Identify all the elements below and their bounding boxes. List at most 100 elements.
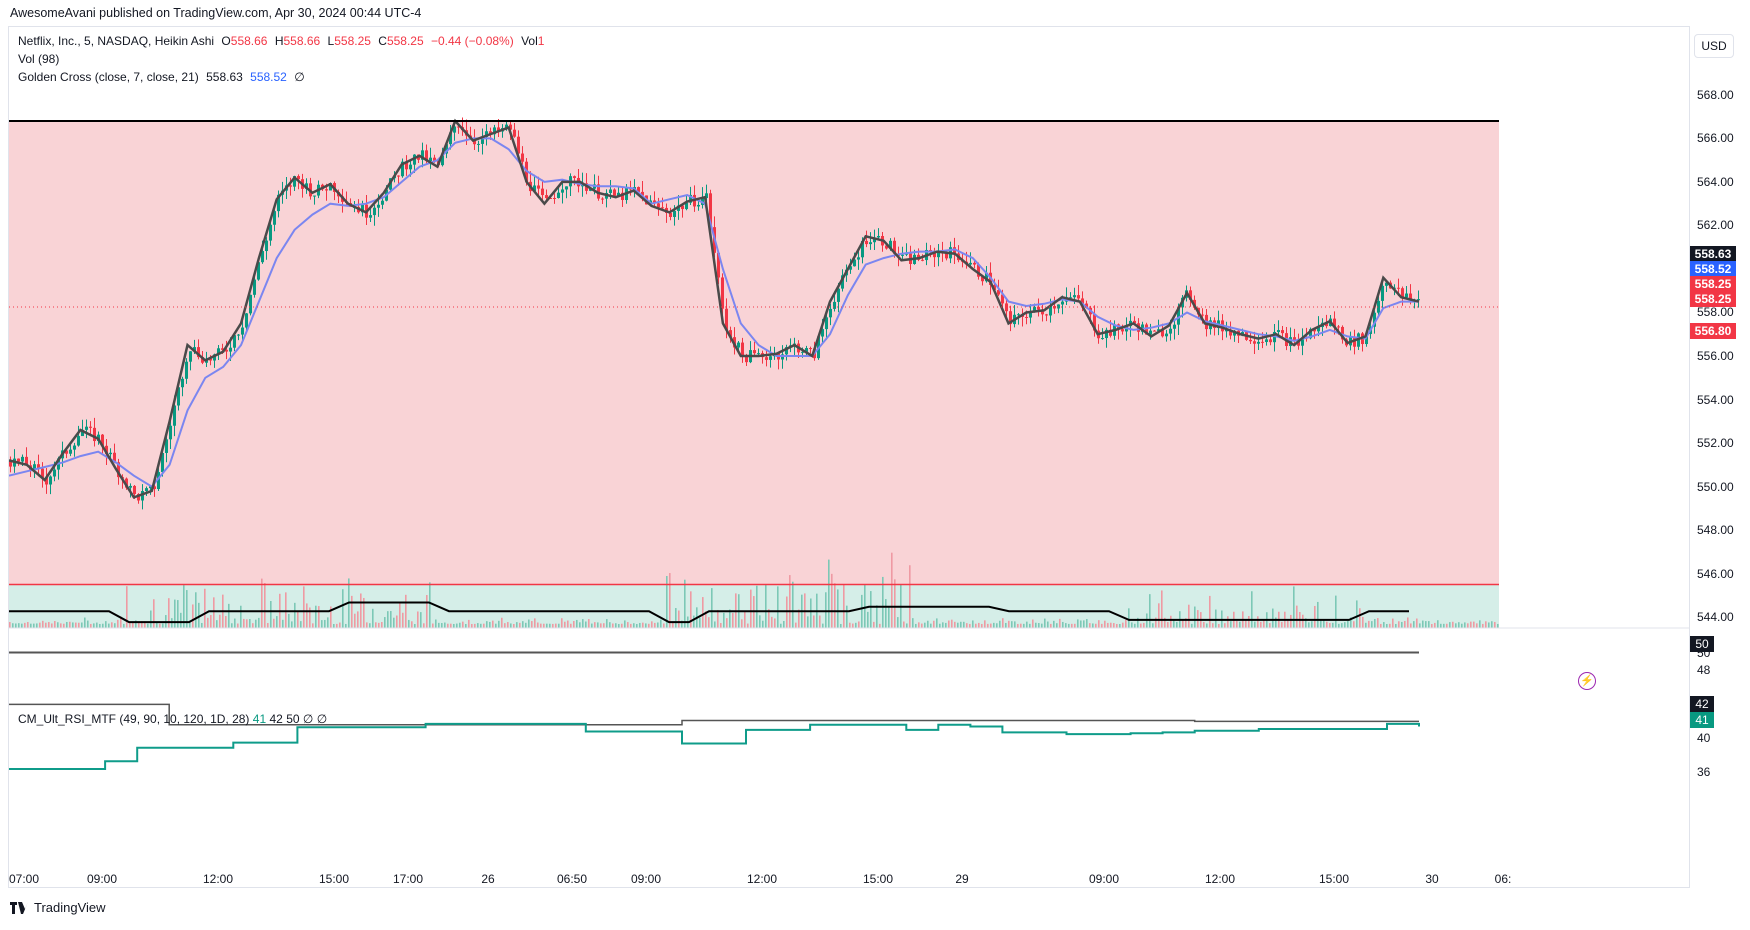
- candle: [485, 131, 488, 138]
- candle: [1309, 329, 1312, 339]
- volume-bar: [1113, 623, 1115, 628]
- volume-bar: [1479, 620, 1481, 628]
- volume-bar: [654, 622, 656, 628]
- candle: [1353, 337, 1356, 347]
- volume-bar: [297, 611, 299, 628]
- volume-bar: [1452, 621, 1454, 628]
- volume-bar: [1248, 616, 1250, 628]
- candle: [257, 262, 260, 280]
- volume-bar: [234, 618, 236, 628]
- volume-bar: [1059, 618, 1061, 628]
- volume-bar: [1263, 619, 1265, 628]
- candle: [1009, 311, 1012, 325]
- volume-bar: [723, 612, 725, 628]
- volume-bar: [48, 622, 50, 628]
- candle: [637, 187, 640, 192]
- volume-bar: [1491, 621, 1493, 628]
- volume-bar: [1482, 623, 1484, 628]
- volume-bar: [1056, 623, 1058, 628]
- volume-bar: [126, 586, 128, 628]
- volume-bar: [1461, 623, 1463, 628]
- candle: [113, 452, 116, 463]
- volume-bar: [192, 604, 194, 628]
- candle: [1201, 314, 1204, 316]
- volume-bar: [1119, 623, 1121, 628]
- candle: [1145, 324, 1148, 335]
- volume-bar: [414, 623, 416, 628]
- volume-bar: [1386, 623, 1388, 628]
- candle: [837, 288, 840, 302]
- volume-bar: [468, 619, 470, 628]
- volume-bar: [1272, 608, 1274, 628]
- volume-bar: [960, 621, 962, 628]
- volume-bar: [174, 599, 176, 628]
- volume-bar: [594, 622, 596, 628]
- candle: [405, 161, 408, 170]
- time-tick: 09:00: [1088, 872, 1120, 886]
- volume-bar: [1428, 621, 1430, 628]
- volume-bar: [672, 622, 674, 628]
- volume-bar: [648, 623, 650, 628]
- volume-bar: [711, 588, 713, 628]
- volume-bar: [1476, 623, 1478, 628]
- candle: [445, 144, 448, 154]
- volume-bar: [198, 602, 200, 628]
- price-tick: 546.00: [1697, 566, 1734, 581]
- volume-bar: [1086, 619, 1088, 628]
- candle: [1121, 329, 1124, 332]
- candle: [729, 330, 732, 338]
- volume-bar: [756, 585, 758, 628]
- currency-button[interactable]: USD: [1694, 34, 1734, 58]
- volume-bar: [924, 622, 926, 628]
- volume-bar: [408, 619, 410, 628]
- volume-bar: [504, 623, 506, 628]
- candle: [597, 184, 600, 199]
- volume-bar: [435, 619, 437, 628]
- candle: [9, 460, 12, 467]
- volume-bar: [663, 623, 665, 628]
- volume-bar: [1122, 622, 1124, 628]
- candle: [1005, 303, 1008, 312]
- candle: [657, 203, 660, 208]
- lightning-icon[interactable]: ⚡: [1578, 672, 1596, 690]
- tradingview-footer[interactable]: TradingView: [10, 900, 106, 915]
- price-tick: 562.00: [1697, 218, 1734, 233]
- rsi-signal-line: [9, 703, 1419, 726]
- volume-bar: [1131, 622, 1133, 628]
- volume-bar: [1236, 620, 1238, 628]
- candle: [305, 183, 308, 189]
- candle: [101, 434, 104, 446]
- volume-bar: [576, 619, 578, 628]
- candle: [1281, 330, 1284, 334]
- candle: [641, 191, 644, 196]
- price-tick: 556.00: [1697, 349, 1734, 363]
- candle: [853, 259, 856, 267]
- candle: [449, 132, 452, 145]
- volume-bar: [375, 622, 377, 628]
- candle: [929, 249, 932, 251]
- price-chart[interactable]: [9, 27, 1689, 889]
- volume-bar: [1062, 621, 1064, 628]
- volume-bar: [990, 623, 992, 628]
- volume-bar: [1140, 623, 1142, 628]
- volume-bar: [1026, 621, 1028, 628]
- candle: [45, 477, 48, 485]
- candle: [905, 253, 908, 255]
- volume-bar: [393, 617, 395, 628]
- volume-bar: [678, 610, 680, 628]
- volume-bar: [144, 621, 146, 628]
- volume-bar: [459, 622, 461, 628]
- volume-bar: [66, 621, 68, 628]
- candle: [377, 204, 380, 208]
- volume-bar: [717, 609, 719, 628]
- candle: [253, 279, 256, 295]
- volume-bar: [600, 623, 602, 628]
- volume-bar: [765, 584, 767, 628]
- volume-bar: [309, 607, 311, 628]
- volume-bar: [186, 590, 188, 628]
- volume-bar: [984, 620, 986, 628]
- volume-bar: [444, 622, 446, 628]
- volume-bar: [858, 621, 860, 628]
- rsi-legend: CM_Ult_RSI_MTF (49, 90, 10, 120, 1D, 28)…: [18, 712, 327, 726]
- candle: [1161, 329, 1164, 337]
